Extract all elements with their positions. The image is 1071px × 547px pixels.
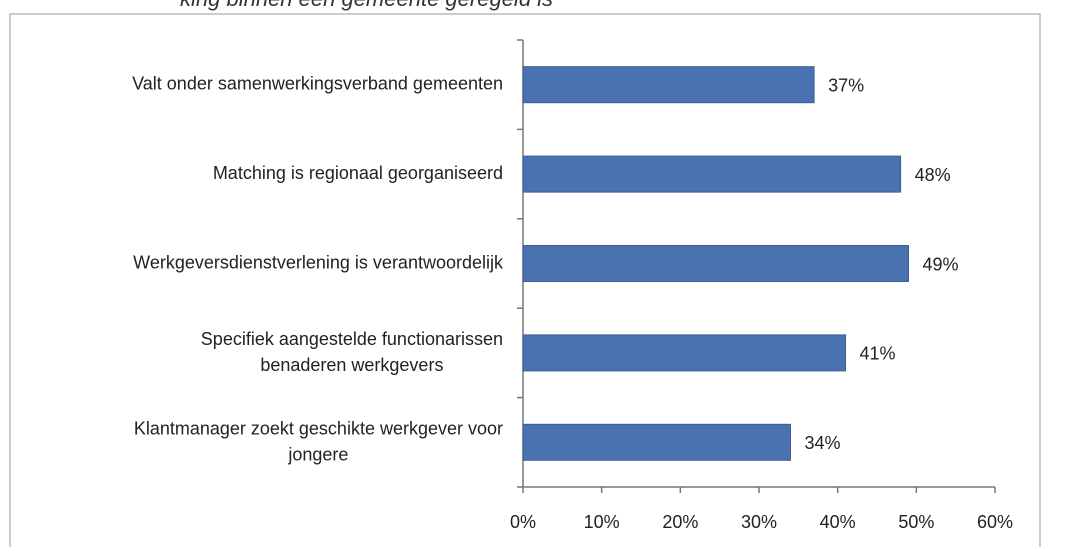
bar [522, 66, 815, 104]
chart-title: king binnen een gemeente geregeld is [180, 0, 553, 11]
category-label: Klantmanager zoekt geschikte werkgever v… [134, 418, 503, 464]
value-label: 49% [922, 254, 958, 274]
x-tick-label: 60% [977, 512, 1013, 532]
category-label: Specifiek aangestelde functionarissen ben… [201, 329, 503, 375]
bar [522, 423, 791, 461]
category-label: Valt onder samenwerkingsverband gemeente… [132, 73, 503, 93]
bar [522, 245, 909, 282]
x-tick-label: 10% [584, 512, 620, 532]
x-tick-label: 20% [662, 512, 698, 532]
value-label: 48% [915, 165, 951, 185]
x-tick-label: 50% [898, 512, 934, 532]
category-label: Matching is regionaal georganiseerd [213, 163, 503, 183]
chart-border [9, 13, 1041, 547]
value-label: 34% [804, 433, 840, 453]
x-tick-label: 0% [510, 512, 536, 532]
x-tick-label: 30% [741, 512, 777, 532]
value-label: 37% [828, 75, 864, 95]
bar [522, 334, 847, 372]
value-label: 41% [860, 344, 896, 364]
bar [522, 155, 902, 193]
x-tick-label: 40% [820, 512, 856, 532]
category-label: Werkgeversdienstverlening is verantwoord… [133, 252, 504, 272]
